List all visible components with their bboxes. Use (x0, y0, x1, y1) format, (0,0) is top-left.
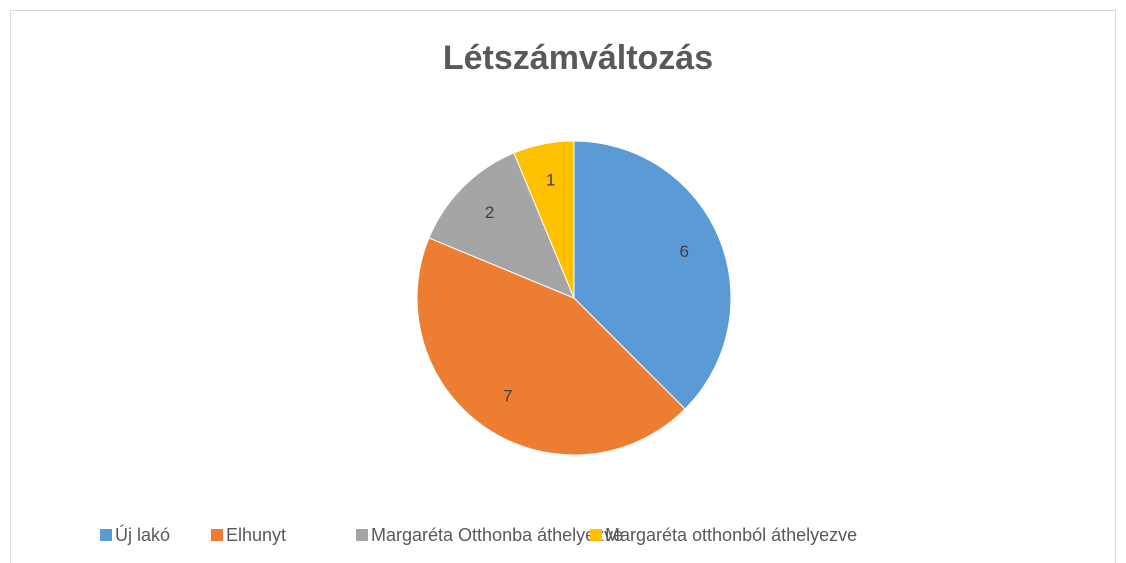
data-label: 2 (485, 203, 494, 222)
pie-slice (416, 237, 686, 456)
legend-label: Margaréta otthonból áthelyezve (605, 525, 857, 545)
pie-slice (428, 152, 575, 299)
data-label: 6 (680, 242, 689, 261)
legend-label: Margaréta Otthonba áthelyezve (371, 525, 623, 545)
legend-swatch (100, 529, 112, 541)
legend-swatch (590, 529, 602, 541)
pie-slice (573, 140, 732, 410)
chart-title: Létszámváltozás (443, 39, 713, 77)
legend-label: Új lakó (115, 524, 170, 545)
legend-swatch (211, 529, 223, 541)
legend-label: Elhunyt (226, 525, 286, 545)
data-label: 7 (503, 387, 512, 406)
legend-swatch (356, 529, 368, 541)
pie-slice (513, 140, 575, 299)
data-label: 1 (546, 170, 555, 189)
